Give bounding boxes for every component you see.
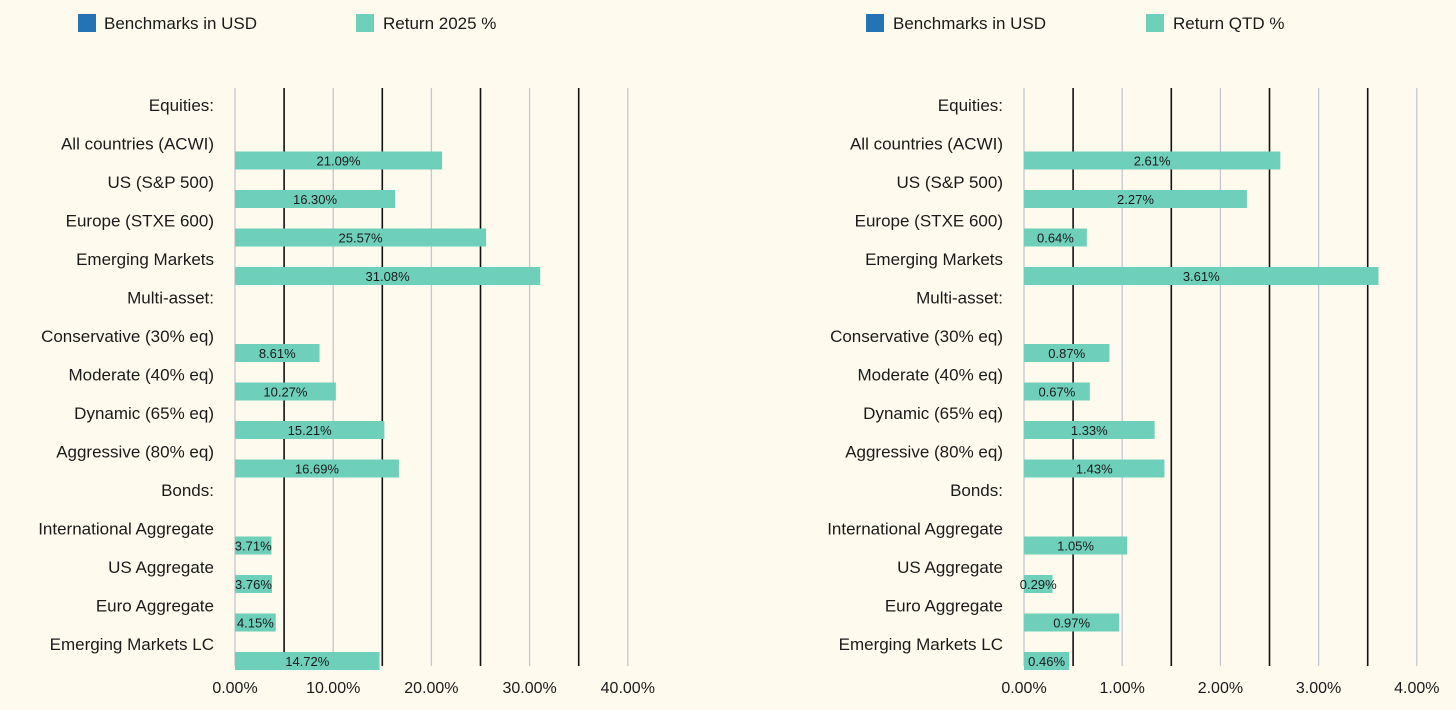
data-label: 1.33% (1071, 423, 1108, 438)
bar (235, 421, 385, 439)
category-label: Europe (STXE 600) (855, 212, 1003, 231)
bar (1024, 344, 1110, 362)
category-label: Equities: (149, 96, 214, 115)
legend-label: Benchmarks in USD (893, 14, 1046, 33)
category-label: Euro Aggregate (885, 597, 1003, 616)
category-label: Moderate (40% eq) (857, 366, 1003, 385)
category-label: US Aggregate (108, 558, 214, 577)
data-label: 0.46% (1028, 654, 1065, 669)
bar (1024, 575, 1053, 593)
legend-swatch (356, 14, 374, 32)
bar (1024, 613, 1120, 632)
data-label: 3.76% (235, 577, 272, 592)
tick-label: 40.00% (601, 680, 655, 697)
category-label: US (S&P 500) (108, 173, 214, 192)
bar (235, 228, 487, 247)
chart-panel-2: Benchmarks in USD Return QTD % Equities: Al… (827, 14, 1439, 697)
category-label: Emerging Markets LC (839, 635, 1003, 654)
category-label: Euro Aggregate (96, 597, 214, 616)
legend-swatch (1146, 14, 1164, 32)
category-label: Moderate (40% eq) (68, 366, 214, 385)
data-label: 0.97% (1053, 616, 1090, 631)
category-label: Conservative (30% eq) (830, 327, 1003, 346)
data-label: 0.67% (1038, 385, 1075, 400)
legend-swatch (78, 14, 96, 32)
category-label: Bonds: (950, 481, 1003, 500)
category-label: Multi-asset: (916, 289, 1003, 308)
tick-label: 1.00% (1100, 680, 1145, 697)
tick-label: 20.00% (404, 680, 458, 697)
tick-label: 2.00% (1198, 680, 1243, 697)
category-label: Emerging Markets (76, 250, 214, 269)
bar (235, 652, 380, 670)
category-label: Emerging Markets (865, 250, 1003, 269)
bar (1024, 228, 1087, 247)
data-label: 1.43% (1076, 462, 1113, 477)
tick-label: 0.00% (1001, 680, 1046, 697)
data-label: 2.61% (1134, 154, 1171, 169)
data-label: 2.27% (1117, 192, 1154, 207)
data-label: 21.09% (317, 154, 362, 169)
data-label: 25.57% (339, 231, 384, 246)
data-label: 3.61% (1183, 269, 1220, 284)
category-label: Bonds: (161, 481, 214, 500)
bar (235, 267, 541, 285)
category-label: Aggressive (80% eq) (845, 443, 1003, 462)
data-label: 16.69% (295, 462, 340, 477)
data-label: 14.72% (285, 654, 330, 669)
tick-label: 3.00% (1296, 680, 1341, 697)
data-label: 16.30% (293, 192, 338, 207)
data-label: 0.29% (1020, 577, 1057, 592)
category-label: International Aggregate (38, 520, 214, 539)
bar (1024, 382, 1090, 401)
category-label: International Aggregate (827, 520, 1003, 539)
bar (1024, 190, 1247, 208)
legend-label: Benchmarks in USD (104, 14, 257, 33)
data-label: 0.64% (1037, 231, 1074, 246)
category-label: Equities: (938, 96, 1003, 115)
bar (235, 536, 272, 555)
category-label: Dynamic (65% eq) (863, 404, 1003, 423)
category-label: Dynamic (65% eq) (74, 404, 214, 423)
bar (235, 151, 443, 170)
bar (235, 459, 399, 478)
category-label: Conservative (30% eq) (41, 327, 214, 346)
legend-label: Return QTD % (1173, 14, 1284, 33)
bar (235, 344, 320, 362)
chart-panel-1: Benchmarks in USD Return 2025 % Equities: A… (38, 14, 655, 697)
bar (1024, 421, 1155, 439)
category-label: All countries (ACWI) (850, 135, 1003, 154)
bar (1024, 652, 1070, 670)
tick-label: 30.00% (502, 680, 556, 697)
category-label: Europe (STXE 600) (66, 212, 214, 231)
tick-label: 0.00% (212, 680, 257, 697)
category-label: US (S&P 500) (897, 173, 1003, 192)
category-label: Emerging Markets LC (50, 635, 214, 654)
bar (1024, 267, 1379, 285)
data-label: 1.05% (1057, 539, 1094, 554)
data-label: 4.15% (237, 616, 274, 631)
bar (235, 382, 336, 401)
data-label: 0.87% (1048, 346, 1085, 361)
bar (235, 575, 272, 593)
bar (235, 613, 276, 632)
legend-swatch (866, 14, 884, 32)
category-label: Aggressive (80% eq) (56, 443, 214, 462)
bar (1024, 459, 1165, 478)
bar (1024, 151, 1281, 170)
bar (1024, 536, 1128, 555)
tick-label: 10.00% (306, 680, 360, 697)
category-label: All countries (ACWI) (61, 135, 214, 154)
category-label: Multi-asset: (127, 289, 214, 308)
data-label: 8.61% (259, 346, 296, 361)
bar (235, 190, 396, 208)
tick-label: 4.00% (1394, 680, 1439, 697)
data-label: 3.71% (235, 539, 272, 554)
category-label: US Aggregate (897, 558, 1003, 577)
data-label: 10.27% (263, 385, 308, 400)
data-label: 15.21% (288, 423, 333, 438)
data-label: 31.08% (366, 269, 411, 284)
legend-label: Return 2025 % (383, 14, 496, 33)
